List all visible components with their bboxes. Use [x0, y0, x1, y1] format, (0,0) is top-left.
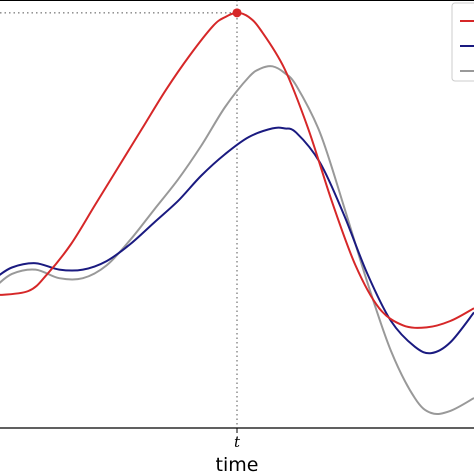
legend-box — [451, 2, 474, 82]
series-line-1 — [0, 11, 474, 329]
series-line-2 — [0, 126, 474, 355]
x-tick-label: t — [234, 433, 241, 451]
peak-marker — [232, 8, 242, 18]
x-axis-label: time — [216, 454, 259, 474]
series-line-3 — [0, 65, 474, 415]
